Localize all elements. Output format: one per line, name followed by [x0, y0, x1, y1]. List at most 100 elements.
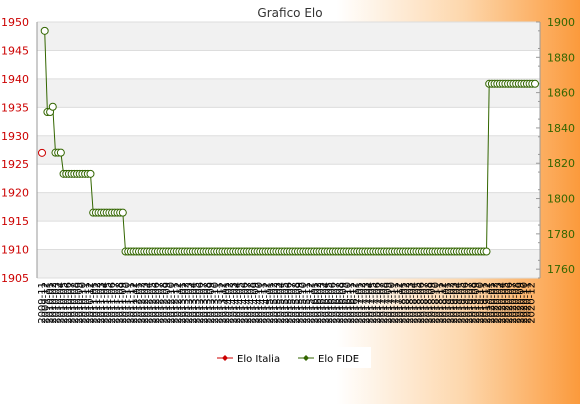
x-tick-label: 2012-09: [162, 282, 173, 324]
left-tick-label: 1920: [1, 187, 29, 200]
x-tick-label: 2011-02: [92, 282, 103, 324]
left-tick-label: 1940: [1, 73, 29, 86]
x-tick-label: 2016-12: [350, 282, 361, 324]
x-tick-label: 2014-07: [243, 282, 254, 324]
grid-band: [37, 22, 540, 51]
right-tick-label: 1820: [547, 157, 575, 170]
x-tick-label: 2017-09: [383, 282, 394, 324]
x-tick-label: 2015-08: [291, 282, 302, 324]
x-tick-label: 2017-05: [368, 282, 379, 324]
x-tick-label: 2020-08: [512, 282, 523, 324]
x-tick-label: 2015-10: [298, 282, 309, 324]
x-tick-label: 2010-11: [81, 282, 92, 324]
x-tick-label: 2011-10: [122, 282, 133, 324]
x-tick-label: 2013-08: [203, 282, 214, 324]
x-tick-label: 2018-10: [431, 282, 442, 324]
x-tick-label: 2016-10: [342, 282, 353, 324]
x-tick-label: 2020-09: [515, 282, 526, 324]
x-tick-label: 2017-04: [364, 282, 375, 324]
x-tick-label: 2010-03: [52, 282, 63, 324]
x-tick-label: 2020-10: [519, 282, 530, 324]
x-tick-label: 2016-05: [324, 282, 335, 324]
x-tick-label: 2013-01: [177, 282, 188, 324]
x-axis-ticks: 2009-112009-122010-012010-022010-032010-…: [37, 282, 537, 324]
x-tick-label: 2017-01: [353, 282, 364, 324]
x-tick-label: 2016-01: [309, 282, 320, 324]
x-tick-label: 2016-07: [331, 282, 342, 324]
x-tick-label: 2012-11: [169, 282, 180, 324]
x-tick-label: 2014-12: [261, 282, 272, 324]
x-tick-label: 2014-04: [232, 282, 243, 324]
x-tick-label: 2012-02: [136, 282, 147, 324]
x-tick-label: 2012-10: [166, 282, 177, 324]
x-tick-label: 2020-02: [490, 282, 501, 324]
x-tick-label: 2017-08: [379, 282, 390, 324]
x-tick-label: 2017-06: [372, 282, 383, 324]
x-tick-label: 2020-05: [501, 282, 512, 324]
x-tick-label: 2012-04: [144, 282, 155, 324]
x-tick-label: 2011-06: [107, 282, 118, 324]
x-tick-label: 2019-04: [453, 282, 464, 324]
legend-marker-elo-fide: [303, 355, 309, 361]
x-tick-label: 2016-02: [313, 282, 324, 324]
left-tick-label: 1905: [1, 272, 29, 285]
series-layer: [38, 26, 539, 256]
x-tick-label: 2009-11: [37, 282, 48, 324]
x-tick-label: 2020-03: [493, 282, 504, 324]
x-tick-label: 2013-12: [217, 282, 228, 324]
x-tick-label: 2012-06: [151, 282, 162, 324]
plot-bands: [37, 22, 540, 278]
point-elo-fide: [56, 148, 65, 157]
x-tick-label: 2014-09: [250, 282, 261, 324]
x-tick-label: 2020-01: [486, 282, 497, 324]
x-tick-label: 2018-03: [405, 282, 416, 324]
x-tick-label: 2018-06: [416, 282, 427, 324]
x-tick-label: 2011-09: [118, 282, 129, 324]
left-tick-label: 1930: [1, 130, 29, 143]
right-tick-label: 1780: [547, 228, 575, 241]
left-tick-label: 1945: [1, 44, 29, 57]
x-tick-label: 2013-03: [184, 282, 195, 324]
x-tick-label: 2018-12: [438, 282, 449, 324]
x-tick-label: 2015-01: [265, 282, 276, 324]
x-tick-label: 2010-08: [70, 282, 81, 324]
x-tick-label: 2017-02: [357, 282, 368, 324]
point-elo-fide: [86, 169, 95, 178]
x-tick-label: 2009-12: [41, 282, 52, 324]
x-tick-label: 2019-03: [449, 282, 460, 324]
right-axis-ticks: 1760 1780 1800 1820 1840 1860 1880 1900: [536, 16, 575, 279]
right-tick-label: 1840: [547, 122, 575, 135]
left-tick-label: 1915: [1, 215, 29, 228]
x-tick-label: 2011-03: [96, 282, 107, 324]
x-tick-label: 2015-12: [306, 282, 317, 324]
x-tick-label: 2016-06: [328, 282, 339, 324]
x-tick-label: 2011-11: [125, 282, 136, 324]
x-tick-label: 2016-03: [317, 282, 328, 324]
x-tick-label: 2014-11: [258, 282, 269, 324]
x-tick-label: 2010-09: [74, 282, 85, 324]
x-tick-label: 2010-04: [55, 282, 66, 324]
x-tick-label: 2012-05: [147, 282, 158, 324]
legend-marker-elo-italia: [222, 355, 228, 361]
x-tick-label: 2010-07: [66, 282, 77, 324]
x-tick-label: 2015-02: [269, 282, 280, 324]
x-tick-label: 2015-05: [280, 282, 291, 324]
x-tick-label: 2010-01: [44, 282, 55, 324]
legend-box: [211, 347, 371, 368]
legend: Elo Italia Elo FIDE: [211, 347, 371, 368]
x-tick-label: 2015-03: [272, 282, 283, 324]
x-tick-label: 2010-02: [48, 282, 59, 324]
x-tick-label: 2014-06: [239, 282, 250, 324]
point-elo-italia: [38, 148, 46, 157]
x-tick-label: 2014-08: [247, 282, 258, 324]
x-tick-label: 2012-08: [158, 282, 169, 324]
x-tick-label: 2011-12: [129, 282, 140, 324]
right-tick-label: 1760: [547, 263, 575, 276]
x-tick-label: 2014-02: [225, 282, 236, 324]
point-elo-fide: [482, 247, 491, 256]
point-elo-fide: [118, 208, 127, 217]
x-tick-label: 2015-07: [287, 282, 298, 324]
grid-band: [37, 192, 540, 222]
